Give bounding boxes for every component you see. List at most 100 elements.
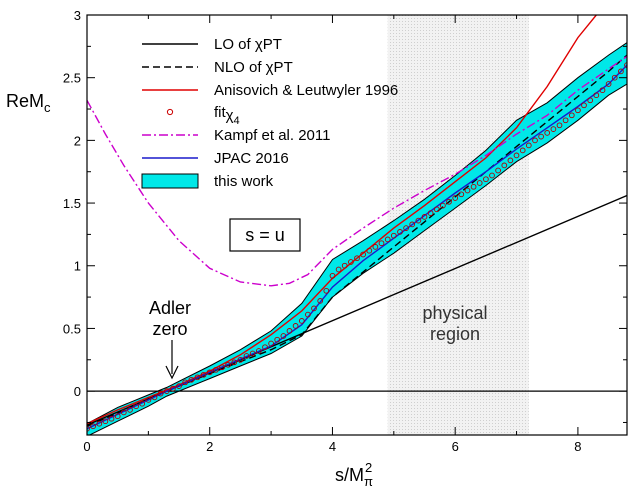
legend-label-fit-sub: χ	[226, 107, 234, 124]
fit-point	[390, 232, 397, 239]
y-tick-label: 2.5	[63, 71, 81, 86]
fit-point	[507, 157, 514, 164]
legend-label-fit: fitχ4	[214, 104, 240, 127]
legend: LO of χPT NLO of χPT Anisovich & Leutwyl…	[141, 36, 398, 190]
physical-region-label-line2: region	[430, 324, 480, 344]
y-tick-label: 2	[74, 133, 81, 148]
fit-point	[120, 409, 127, 416]
x-tick-label: 8	[574, 439, 581, 454]
fit-point	[127, 407, 133, 413]
fit-point	[544, 130, 551, 136]
fit-point	[458, 191, 465, 198]
fit-point	[305, 311, 311, 318]
fit-point	[464, 187, 471, 194]
fit-point	[538, 133, 544, 140]
fit-point	[605, 81, 612, 87]
band-layer	[87, 41, 627, 435]
fit-point	[108, 415, 115, 422]
fit-point	[280, 333, 287, 339]
fit-point	[286, 328, 293, 334]
series-line-al	[87, 15, 597, 425]
fit-point	[568, 112, 575, 119]
fit-point	[611, 74, 618, 81]
fit-point	[427, 210, 434, 216]
fit-point	[90, 423, 96, 430]
fit-point	[323, 287, 330, 294]
legend-swatch-fit	[166, 108, 174, 116]
fit-point	[415, 217, 422, 224]
x-tick-label: 6	[452, 439, 459, 454]
legend-label-jpac: JPAC 2016	[214, 150, 289, 167]
y-tick-label: 3	[74, 8, 81, 23]
fit-point	[133, 403, 139, 410]
legend-label-lo: LO of χPT	[214, 36, 282, 53]
legend-label-band: this work	[214, 173, 274, 190]
fit-point	[581, 102, 587, 109]
fit-point	[550, 126, 557, 132]
y-tick-label: 0.5	[63, 321, 81, 336]
fit-point	[360, 251, 366, 258]
fit-point	[292, 323, 299, 329]
fit-point	[182, 379, 189, 386]
fit-point	[433, 206, 440, 213]
s-equals-u-label: s = u	[245, 225, 285, 245]
fit-point	[145, 397, 152, 403]
fit-point	[440, 202, 446, 209]
fit-point	[452, 195, 459, 201]
fit-point	[298, 318, 305, 324]
y-axis-title: ReMc	[6, 91, 51, 115]
adler-label-line2: zero	[152, 319, 187, 339]
fit-point	[378, 240, 385, 247]
x-tick-label: 4	[329, 439, 336, 454]
fit-point	[470, 183, 477, 190]
y-axis-title-main: ReM	[6, 91, 44, 111]
fit-point	[102, 418, 109, 425]
fit-point	[525, 142, 532, 149]
fit-point	[532, 137, 538, 144]
fit-point	[513, 152, 520, 159]
fit-points-layer	[87, 62, 627, 432]
fit-point	[219, 364, 225, 371]
legend-label-fit-subsub: 4	[234, 115, 240, 127]
ticks-layer: 0 2 4 6 8 0 0.5 1 1.5 2 2.5 3	[63, 8, 627, 454]
x-axis-title-sup: 2	[365, 460, 372, 475]
fit-point	[163, 388, 170, 394]
x-axis-title-main: s/M	[335, 465, 364, 485]
legend-swatch-band	[141, 173, 199, 189]
y-tick-label: 0	[74, 384, 81, 399]
x-tick-label: 0	[83, 439, 90, 454]
fit-point	[243, 353, 250, 359]
fit-point	[556, 122, 563, 129]
fit-point	[354, 255, 360, 262]
fit-point	[194, 374, 201, 381]
fit-point	[587, 97, 594, 104]
y-tick-label: 1.5	[63, 196, 81, 211]
y-axis-title-sub: c	[44, 100, 51, 115]
legend-label-kampf: Kampf et al. 2011	[214, 127, 330, 144]
fit-point	[618, 68, 624, 75]
legend-label-al: Anisovich & Leutwyler 1996	[214, 82, 398, 99]
fit-point	[114, 413, 121, 420]
fit-point	[311, 305, 317, 312]
fit-point	[341, 262, 348, 269]
fit-point	[262, 344, 268, 351]
fit-point	[274, 336, 281, 343]
fit-point	[397, 229, 403, 235]
fit-point	[421, 214, 428, 220]
fit-point	[403, 225, 409, 231]
fit-point	[176, 383, 182, 389]
fit-point	[237, 356, 244, 363]
plot-frame	[86, 14, 628, 436]
fit-point	[575, 107, 581, 114]
x-axis-title-sub: π	[364, 474, 373, 489]
fit-point	[348, 259, 354, 265]
fit-point	[170, 385, 176, 392]
fit-point	[483, 176, 489, 183]
fit-point	[188, 376, 195, 383]
fit-point	[335, 266, 342, 273]
fit-point	[268, 340, 274, 347]
fit-point	[139, 400, 146, 407]
x-axis-title: s/Mπ2	[335, 460, 373, 489]
fit-point	[87, 425, 90, 432]
